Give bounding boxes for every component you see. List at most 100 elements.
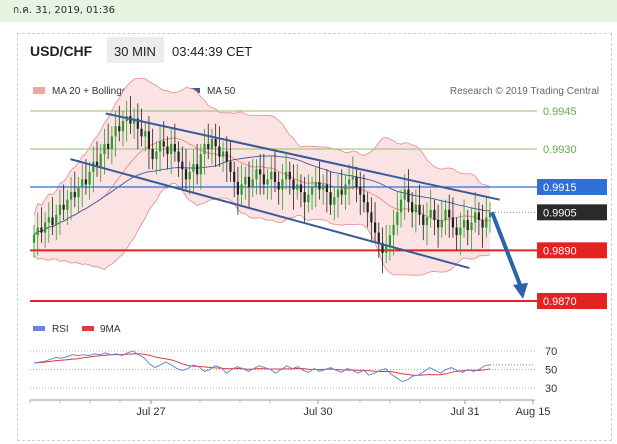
candle-body	[359, 187, 362, 195]
timestamp: ก.ค. 31, 2019, 01:36	[13, 5, 115, 16]
candle-body	[240, 184, 243, 195]
candle-body	[229, 161, 232, 172]
candle-body	[69, 192, 73, 200]
candle-body	[470, 222, 473, 231]
candle-body	[485, 217, 488, 228]
clock: 03:44:39 CET	[172, 44, 253, 59]
support-label-box	[537, 242, 607, 259]
candle-body	[407, 189, 410, 203]
candle-body	[218, 146, 221, 157]
ma50-legend-label: MA 50	[207, 86, 236, 97]
candle-body	[333, 197, 336, 205]
candle-body	[422, 214, 425, 225]
candle-body	[151, 149, 154, 160]
candle-body	[55, 214, 58, 225]
candle-body	[474, 212, 477, 223]
candle-body	[273, 171, 277, 182]
channel-upper-line	[105, 112, 500, 201]
candle-body	[84, 179, 88, 185]
level-label: 0.9945	[543, 106, 577, 118]
candle-body	[288, 171, 291, 180]
candle-body	[366, 202, 369, 213]
candle-body	[81, 179, 84, 187]
candle-body	[388, 235, 392, 246]
candle-body	[259, 169, 262, 175]
support-label: 0.9870	[543, 296, 577, 308]
candle-body	[92, 161, 95, 172]
rsi-line	[33, 350, 491, 383]
candle-body	[329, 192, 332, 205]
candle-body	[307, 194, 310, 203]
candle-body	[147, 131, 151, 149]
candle-body	[336, 189, 340, 198]
timestamp-bar: ก.ค. 31, 2019, 01:36	[0, 0, 617, 22]
candle-body	[77, 187, 80, 198]
timeframe-box[interactable]	[107, 37, 164, 63]
candle-body	[196, 164, 199, 175]
candle-body	[140, 128, 143, 137]
candle-body	[58, 204, 62, 215]
candle-body	[299, 184, 303, 193]
x-tick-label: Jul 27	[136, 406, 165, 418]
candle-body	[203, 143, 206, 155]
timeframe-label[interactable]: 30 MIN	[114, 44, 156, 59]
candle-body	[477, 212, 480, 220]
candle-body	[32, 235, 36, 243]
candle-body	[199, 154, 202, 175]
candle-body	[444, 209, 447, 220]
candle-body	[392, 225, 395, 236]
ma9-legend-swatch	[82, 326, 94, 331]
candle-body	[158, 141, 162, 152]
candle-body	[370, 212, 373, 223]
candle-body	[414, 204, 417, 213]
channel-lower-line	[70, 158, 470, 270]
candle-body	[418, 204, 421, 215]
rsi-tick-label: 50	[545, 365, 557, 377]
candle-body	[440, 219, 443, 228]
candle-body	[459, 227, 462, 236]
ma50-line	[33, 155, 491, 236]
candle-body	[192, 164, 195, 172]
candle-body	[188, 171, 191, 180]
bollinger-band-fill	[34, 78, 490, 276]
last-price-label: 0.9905	[543, 207, 577, 219]
candle-body	[247, 176, 251, 187]
candle-body	[281, 179, 284, 190]
candle-body	[466, 219, 469, 231]
candle-body	[36, 227, 39, 236]
candle-body	[136, 118, 139, 129]
candle-body	[270, 171, 273, 180]
x-tick-label: Aug 15	[516, 406, 551, 418]
candle-body	[351, 176, 354, 180]
candle-body	[162, 141, 165, 147]
candle-body	[44, 222, 47, 233]
rsi-panel: 70 50 30	[30, 346, 557, 395]
candle-body	[399, 199, 403, 213]
target-arrow-head	[513, 282, 528, 299]
candle-body	[107, 143, 110, 149]
candle-body	[251, 179, 254, 187]
candle-body	[292, 179, 295, 190]
candle-body	[403, 189, 406, 200]
candle-body	[225, 151, 228, 162]
candle-body	[155, 151, 158, 160]
candle-body	[103, 143, 106, 155]
rsi-tick-label: 30	[545, 383, 557, 395]
support-label: 0.9890	[543, 245, 577, 257]
candle-body	[362, 194, 366, 203]
candle-body	[381, 242, 384, 253]
candle-body	[355, 176, 358, 187]
candle-body	[436, 219, 440, 228]
candle-body	[262, 174, 265, 185]
last-price-label-box	[537, 204, 607, 221]
candle-body	[462, 219, 466, 228]
candle-body	[284, 171, 288, 180]
resistance-label-box	[537, 179, 607, 195]
candle-body	[377, 232, 380, 243]
candle-body	[325, 184, 328, 193]
candle-body	[411, 202, 414, 213]
candle-body	[322, 184, 325, 190]
x-tick-label: Jul 31	[450, 406, 479, 418]
candle-body	[121, 121, 125, 132]
